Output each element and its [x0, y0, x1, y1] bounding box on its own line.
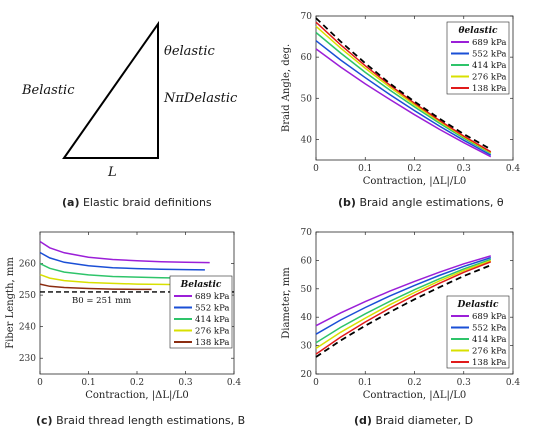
caption-d-text: Braid diameter, D: [375, 414, 474, 427]
y-tick-label: 20: [301, 370, 313, 380]
x-tick-label: 0.2: [407, 164, 421, 174]
series-line-138-kpa: [315, 261, 492, 355]
x-tick-label: 0: [313, 164, 319, 174]
legend-entry: 414 kPa: [195, 315, 229, 325]
series-line-689-kpa: [39, 240, 210, 264]
x-tick-label: 0.1: [81, 378, 95, 388]
y-tick-label: 70: [301, 12, 313, 22]
braid-triangle: [62, 20, 159, 159]
series-line-model: [315, 264, 492, 358]
caption-b-text: Braid angle estimations, θ: [359, 196, 504, 209]
x-tick-label: 0.4: [227, 378, 242, 388]
braid-diagram: θelastic Belastic NπDelastic L: [21, 20, 238, 180]
l-label: L: [107, 165, 117, 180]
series-line-276-kpa: [315, 259, 492, 350]
legend-entry: 138 kPa: [472, 84, 506, 94]
legend-entry: 276 kPa: [195, 327, 229, 337]
y-tick-label: 240: [19, 323, 36, 333]
legend-entry: 689 kPa: [472, 38, 506, 48]
y-tick-label: 60: [301, 256, 313, 266]
series-line-552-kpa: [39, 251, 205, 271]
x-tick-label: 0.3: [178, 378, 193, 388]
y-tick-label: 50: [301, 94, 313, 104]
y-axis-label: Braid Angle, deg.: [281, 44, 292, 132]
legend-box: [169, 275, 233, 349]
caption-d: (d) Braid diameter, D: [354, 414, 473, 427]
x-tick-label: 0.4: [506, 378, 521, 388]
series-line-276-kpa: [39, 273, 186, 286]
legend-entry: 689 kPa: [472, 312, 506, 322]
x-axis-label: Contraction, |ΔL|/L0: [363, 390, 466, 401]
y-tick-label: 70: [301, 228, 313, 238]
series-line-689-kpa: [315, 255, 492, 327]
y-tick-label: 260: [19, 260, 36, 270]
caption-a-text: Elastic braid definitions: [82, 196, 212, 209]
legend-entry: 414 kPa: [472, 61, 506, 71]
series-line-model: [315, 17, 492, 151]
legend-entry: 689 kPa: [195, 292, 229, 302]
y-axis-label: Fiber Length, mm: [5, 257, 16, 349]
n-label: NπDelastic: [163, 91, 238, 106]
caption-b-letter: (b): [338, 196, 356, 209]
y-tick-label: 50: [301, 285, 313, 295]
series-line-552-kpa: [315, 40, 492, 156]
series-line-414-kpa: [315, 258, 492, 344]
y-tick-label: 40: [301, 135, 313, 145]
x-axis-label: Contraction, |ΔL|/L0: [85, 390, 188, 401]
caption-c-letter: (c): [36, 414, 53, 427]
chart-diameter: 0 0.1 0.2 0.3 0.4 20 30 40 50 60 70 Contraction, |Δ…: [281, 228, 520, 401]
legend-entry: 138 kPa: [472, 358, 506, 368]
caption-c: (c) Braid thread length estimations, B: [36, 414, 245, 427]
caption-a: (a) Elastic braid definitions: [62, 196, 212, 209]
legend-box: [446, 21, 510, 95]
legend-entry: 552 kPa: [195, 304, 229, 314]
caption-d-letter: (d): [354, 414, 372, 427]
series-line-276-kpa: [315, 25, 492, 154]
x-axis-label: Contraction, |ΔL|/L0: [363, 176, 466, 187]
y-tick-label: 40: [301, 313, 313, 323]
y-tick-label: 30: [301, 342, 313, 352]
chart-braid-angle: 0 0.1 0.2 0.3 0.4 40 50 60 70 Contraction, |ΔL|/L…: [281, 12, 520, 187]
series-line-414-kpa: [315, 31, 492, 155]
caption-c-text: Braid thread length estimations, B: [56, 414, 246, 427]
y-axis-label: Diameter, mm: [281, 267, 292, 339]
theta-label: θelastic: [164, 44, 215, 59]
series-line-138-kpa: [39, 283, 152, 291]
legend-entry: 414 kPa: [472, 335, 506, 345]
legend-entry: 276 kPa: [472, 73, 506, 83]
x-tick-label: 0.1: [358, 164, 372, 174]
y-tick-label: 250: [19, 291, 36, 301]
y-tick-label: 230: [19, 354, 36, 364]
x-tick-label: 0: [37, 378, 43, 388]
y-tick-label: 60: [301, 53, 313, 63]
reference-annotation: B0 = 251 mm: [72, 296, 131, 306]
x-tick-label: 0.2: [407, 378, 421, 388]
x-tick-label: 0.2: [130, 378, 144, 388]
x-tick-label: 0: [313, 378, 319, 388]
legend-title: Delastic: [457, 300, 499, 310]
legend-entry: 138 kPa: [195, 338, 229, 348]
caption-b: (b) Braid angle estimations, θ: [338, 196, 504, 209]
legend-title: θelastic: [458, 26, 498, 36]
legend-entry: 276 kPa: [472, 347, 506, 357]
caption-a-letter: (a): [62, 196, 80, 209]
legend-entry: 552 kPa: [472, 324, 506, 334]
x-tick-label: 0.3: [457, 378, 472, 388]
series-line-552-kpa: [315, 256, 492, 335]
x-tick-label: 0.4: [506, 164, 521, 174]
chart-fiber-length: 0 0.1 0.2 0.3 0.4 230 240 250 260 Contraction, |Δ…: [5, 231, 242, 401]
legend-title: Belastic: [180, 280, 222, 290]
b-label: Belastic: [21, 83, 75, 98]
x-tick-label: 0.1: [358, 378, 372, 388]
legend-entry: 552 kPa: [472, 50, 506, 60]
series-line-689-kpa: [315, 48, 492, 158]
legend-box: [446, 295, 510, 369]
x-tick-label: 0.3: [457, 164, 472, 174]
series-line-138-kpa: [315, 21, 492, 153]
